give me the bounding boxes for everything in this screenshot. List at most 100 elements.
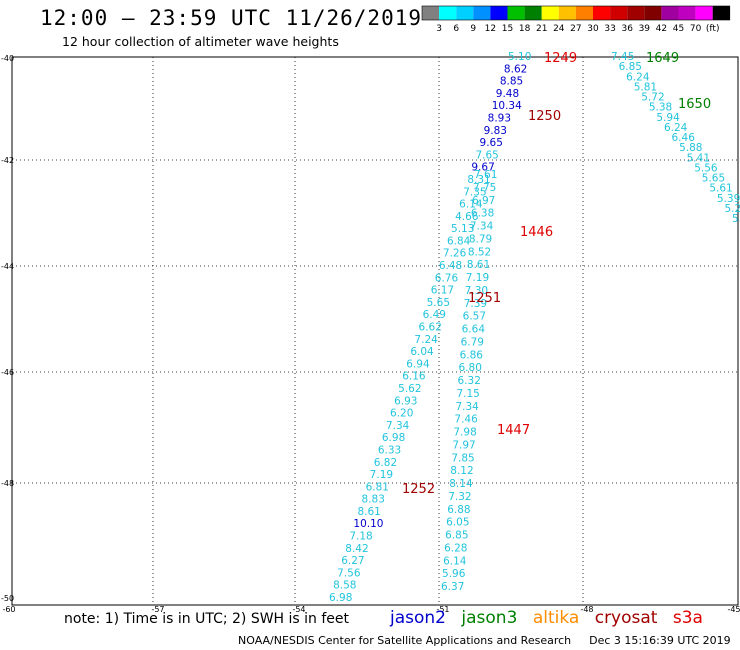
swh-value: 5.56	[694, 162, 718, 174]
swh-value: 8.14	[449, 478, 473, 490]
swh-value: 6.86	[460, 349, 484, 361]
colorbar-swatch	[661, 6, 679, 20]
colorbar-label: 15	[502, 24, 513, 34]
swh-value: 5.62	[398, 383, 421, 395]
colorbar-swatch	[558, 6, 576, 20]
credit-text: NOAA/NESDIS Center for Satellite Applica…	[238, 634, 572, 647]
swh-value: 6.17	[431, 285, 454, 297]
swh-value: 10.34	[492, 100, 522, 112]
note-text: note: 1) Time is in UTC; 2) SWH is in fe…	[64, 611, 350, 627]
colorbar-swatch	[439, 6, 457, 20]
colorbar-swatch	[575, 6, 593, 20]
latitude-label: -42	[1, 156, 14, 165]
colorbar-label: 21	[536, 24, 547, 34]
swh-value: 7.56	[337, 567, 361, 579]
swh-value: 7.34	[455, 401, 479, 413]
pass-time-labels: 1249 1649 1650 1250 1446 1251 1447 1252	[402, 51, 711, 497]
latitude-label: -40	[1, 54, 14, 63]
colorbar-label: 6	[453, 24, 459, 34]
longitude-label: -60	[2, 605, 15, 614]
colorbar-label: 45	[673, 24, 684, 34]
swh-value: 6.85	[445, 530, 468, 542]
swh-value: 7.85	[451, 452, 474, 464]
swh-value: 6.33	[378, 444, 401, 456]
swh-value: 7.19	[466, 272, 489, 284]
swh-value: 7.18	[349, 531, 372, 543]
swh-value: 7.30	[465, 285, 488, 297]
swh-value: 8.52	[468, 246, 491, 258]
swh-value: 6.16	[402, 371, 426, 383]
swh-value: 9.48	[496, 88, 519, 100]
colorbar-label: 36	[621, 24, 633, 34]
latitude-label: -44	[1, 262, 14, 271]
swh-value: 8.61	[467, 259, 490, 271]
swh-value: 7.35	[463, 186, 486, 198]
swh-value: 7.32	[448, 491, 471, 503]
altimeter-tracks: 7.456.856.245.815.725.385.946.246.465.88…	[329, 51, 740, 604]
swh-value: 6.28	[444, 542, 467, 554]
legend-jason2: jason2	[390, 608, 446, 628]
swh-value: 7.98	[453, 427, 476, 439]
longitude-label: -51	[436, 605, 449, 614]
swh-value: 5.39	[717, 193, 740, 205]
satellite-legend: jason2 jason3 altika cryosat s3a	[390, 608, 713, 628]
swh-value: 5.41	[687, 152, 710, 164]
colorbar-swatch	[627, 6, 645, 20]
colorbar-swatch	[541, 6, 559, 20]
swh-value: 6.84	[447, 235, 471, 247]
swh-value: 6.80	[459, 362, 482, 374]
page-subtitle: 12 hour collection of altimeter wave hei…	[62, 34, 339, 49]
swh-value: 7.24	[414, 334, 438, 346]
swh-value: 8.58	[333, 580, 356, 592]
swh-value: 6.79	[461, 336, 484, 348]
swh-value: 8.93	[488, 112, 511, 124]
pass-time-label: 1249	[544, 51, 577, 66]
swh-value: 6.81	[366, 481, 389, 493]
swh-value: 7.61	[474, 169, 497, 181]
swh-value: 7.65	[475, 149, 498, 161]
swh-value: 7.75	[473, 182, 496, 194]
swh-value: 7.26	[443, 248, 467, 260]
swh-value: 9.83	[484, 125, 507, 137]
colorbar-label: 33	[604, 24, 615, 34]
swh-value: 6.48	[439, 260, 462, 272]
swh-value: 9.65	[480, 137, 503, 149]
swh-value: 7.45	[611, 51, 634, 63]
credit-line: NOAA/NESDIS Center for Satellite Applica…	[238, 634, 731, 647]
swh-value: 4.66	[455, 211, 479, 223]
swh-value: 6.98	[382, 432, 405, 444]
swh-value: 7.97	[452, 439, 475, 451]
swh-value: 6.98	[329, 592, 352, 604]
pass-time-label: 1250	[528, 109, 561, 124]
colorbar-label: 3	[436, 24, 442, 34]
swh-value: 6.62	[419, 322, 442, 334]
swh-value: 6.14	[459, 199, 483, 211]
colorbar-label: 24	[553, 24, 565, 34]
swh-value: 6.64	[462, 324, 486, 336]
legend-s3a: s3a	[672, 608, 703, 628]
swh-value: 7.19	[370, 469, 393, 481]
swh-value: 9.67	[471, 162, 494, 174]
swh-value: 6.32	[458, 375, 481, 387]
swh-value: 5.72	[641, 92, 664, 104]
colorbar-swatch	[712, 6, 730, 20]
swh-value: 8.83	[362, 494, 385, 506]
swh-value: 5.38	[649, 102, 672, 114]
latitude-label: -48	[1, 479, 14, 488]
colorbar-label: 30	[587, 24, 599, 34]
swh-value: 8.12	[450, 465, 473, 477]
swh-value: 8.42	[345, 543, 368, 555]
swh-value: 5.61	[709, 183, 732, 195]
swh-value: 6.97	[472, 195, 495, 207]
swh-value: 5.88	[679, 142, 702, 154]
latitude-label: -50	[1, 594, 14, 603]
map-frame	[11, 56, 739, 606]
swh-value: 6.20	[390, 408, 413, 420]
colorbar-swatch	[473, 6, 491, 20]
latitude-label: -46	[1, 368, 14, 377]
pass-time-label: 1649	[646, 51, 679, 66]
swh-value: 10.10	[353, 518, 383, 530]
swh-value: 6.88	[447, 504, 470, 516]
colorbar-swatch	[695, 6, 713, 20]
swh-value: 6.49	[423, 309, 446, 321]
